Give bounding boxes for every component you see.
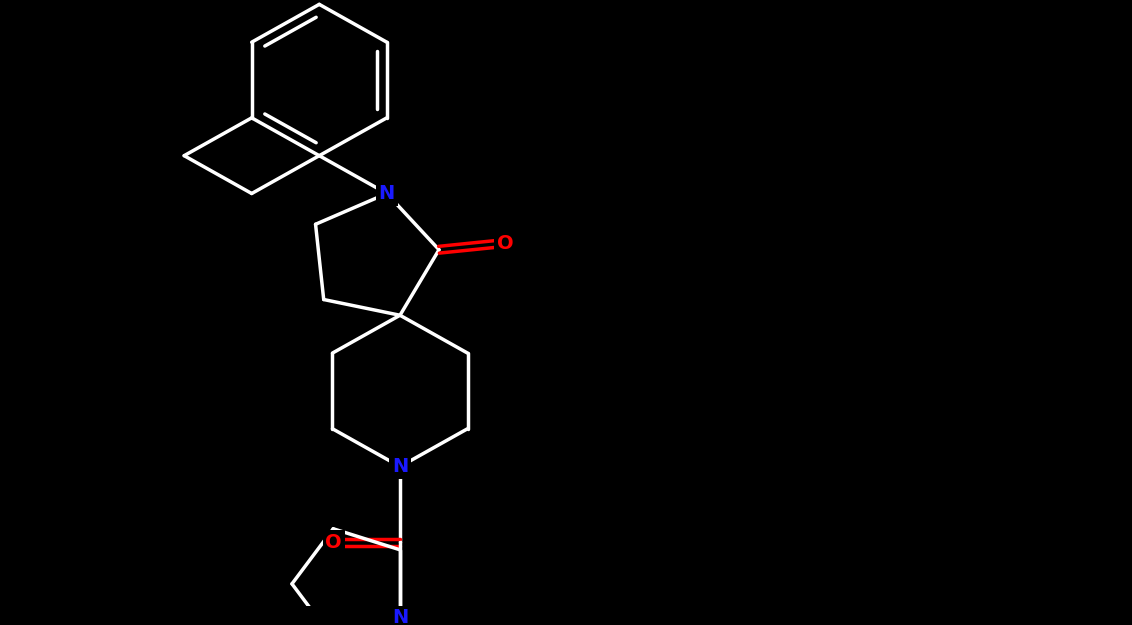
Text: N: N — [392, 608, 409, 625]
Text: O: O — [497, 234, 513, 253]
Text: O: O — [325, 532, 342, 552]
Text: N: N — [392, 457, 409, 476]
Text: N: N — [379, 184, 395, 203]
